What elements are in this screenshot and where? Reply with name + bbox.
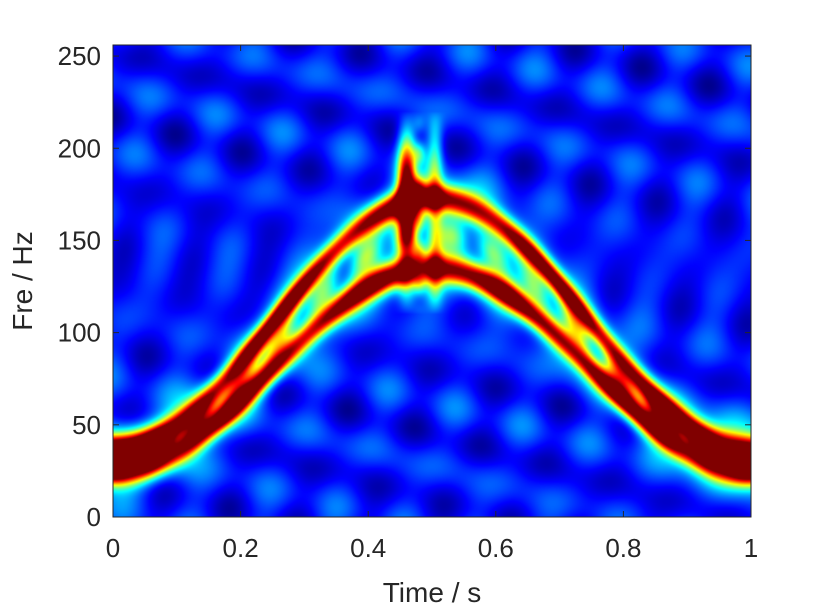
plot-frame [112,44,752,518]
y-axis-label: Fre / Hz [7,231,38,331]
y-tick-label: 50 [72,410,101,440]
x-axis-label: Time / s [383,577,482,608]
x-tick-label: 0.4 [350,533,386,563]
y-tick-label: 200 [58,133,101,163]
x-tick-label: 0.2 [223,533,259,563]
x-axis: 0 0.2 0.4 0.6 0.8 1 [106,45,758,563]
y-axis: 0 50 100 150 200 250 [58,41,751,532]
plot-area [113,45,751,517]
y-tick-label: 100 [58,318,101,348]
y-tick-label: 150 [58,225,101,255]
x-tick-label: 1 [744,533,758,563]
y-tick-label: 0 [87,502,101,532]
y-tick-label: 250 [58,41,101,71]
x-tick-label: 0.8 [605,533,641,563]
spectrogram-heatmap [113,45,751,517]
x-tick-label: 0.6 [478,533,514,563]
x-tick-label: 0 [106,533,120,563]
